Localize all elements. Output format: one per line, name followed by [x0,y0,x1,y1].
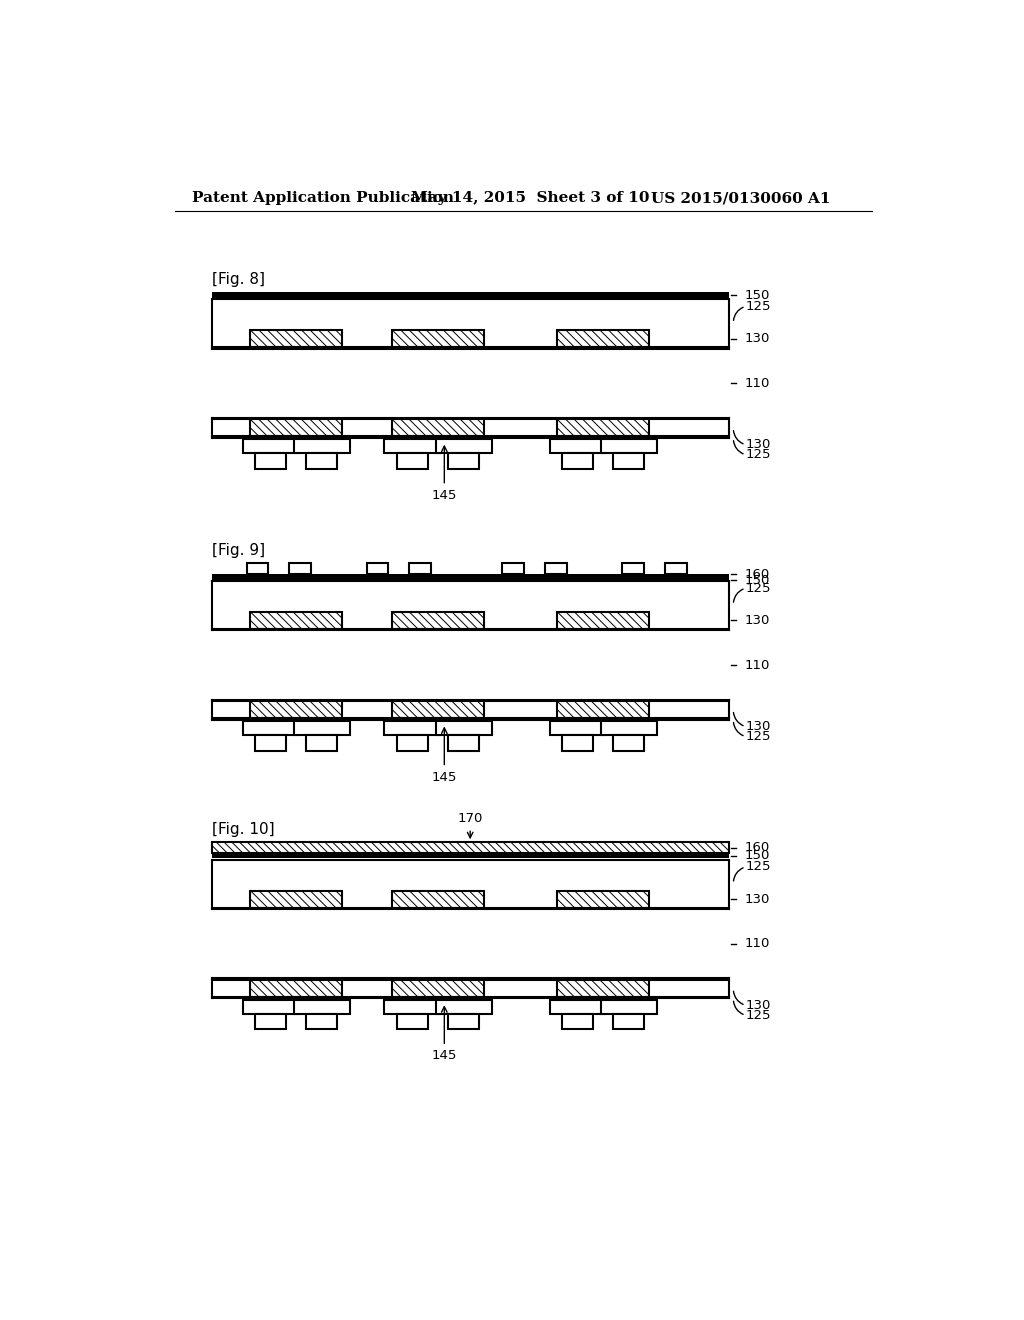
Bar [562,735,593,751]
Bar [306,453,337,469]
Bar [367,564,388,574]
Text: 110: 110 [744,659,769,672]
Bar [435,721,492,735]
Bar [397,1014,428,1030]
Text: 125: 125 [745,449,771,462]
Bar [251,979,342,997]
Bar [557,701,649,718]
Bar [212,842,729,853]
Bar [665,564,687,574]
Bar [557,330,649,347]
Bar [392,701,483,718]
Bar [550,440,605,453]
Text: 125: 125 [745,300,771,313]
Bar [410,564,431,574]
Bar [449,735,479,751]
Bar [601,721,656,735]
Bar [601,440,656,453]
Bar [392,330,483,347]
Bar [613,453,644,469]
Text: 125: 125 [745,582,771,594]
Text: 125: 125 [745,1008,771,1022]
Bar [550,721,605,735]
Bar [562,1014,593,1030]
Bar [557,979,649,997]
Bar [212,574,729,579]
Text: 130: 130 [744,892,769,906]
Bar [562,453,593,469]
Text: 170: 170 [458,812,483,825]
Bar [384,1001,440,1014]
Text: 130: 130 [744,333,769,345]
Text: [Fig. 9]: [Fig. 9] [212,544,265,558]
Bar [557,891,649,908]
Bar [294,721,349,735]
Bar [384,721,440,735]
Text: 125: 125 [745,861,771,874]
Bar [601,1001,656,1014]
Bar [545,564,566,574]
Bar [243,440,298,453]
Text: Patent Application Publication: Patent Application Publication [191,191,454,206]
Text: 130: 130 [745,438,771,451]
Bar [294,1001,349,1014]
Bar [550,1001,605,1014]
Bar [251,330,342,347]
Bar [623,564,644,574]
Bar [384,440,440,453]
Bar [247,564,268,574]
Text: US 2015/0130060 A1: US 2015/0130060 A1 [651,191,830,206]
Text: 160: 160 [744,568,769,581]
Bar [212,853,729,858]
Text: 150: 150 [744,574,769,587]
Bar [243,1001,298,1014]
Text: 160: 160 [744,841,769,854]
Bar [255,1014,286,1030]
Text: [Fig. 8]: [Fig. 8] [212,272,264,288]
Text: 110: 110 [744,376,769,389]
Bar [306,735,337,751]
Bar [449,1014,479,1030]
Text: 145: 145 [432,488,457,502]
Bar [557,420,649,437]
Bar [449,453,479,469]
Bar [392,612,483,628]
Text: May 14, 2015  Sheet 3 of 10: May 14, 2015 Sheet 3 of 10 [411,191,649,206]
Bar [212,293,729,298]
Bar [289,564,311,574]
Bar [255,735,286,751]
Bar [392,979,483,997]
Bar [435,440,492,453]
Bar [243,721,298,735]
Bar [251,891,342,908]
Bar [251,420,342,437]
Bar [294,440,349,453]
Text: 150: 150 [744,849,769,862]
Bar [251,701,342,718]
Text: [Fig. 10]: [Fig. 10] [212,822,274,837]
Bar [392,420,483,437]
Bar [397,453,428,469]
Text: 130: 130 [745,999,771,1012]
Bar [613,1014,644,1030]
Text: 110: 110 [744,937,769,950]
Bar [306,1014,337,1030]
Bar [435,1001,492,1014]
Bar [557,612,649,628]
Text: 145: 145 [432,1049,457,1063]
Bar [613,735,644,751]
Bar [397,735,428,751]
Bar [251,612,342,628]
Bar [392,891,483,908]
Text: 145: 145 [432,771,457,784]
Text: 130: 130 [744,614,769,627]
Bar [503,564,524,574]
Bar [255,453,286,469]
Text: 130: 130 [745,721,771,733]
Text: 125: 125 [745,730,771,743]
Text: 150: 150 [744,289,769,301]
